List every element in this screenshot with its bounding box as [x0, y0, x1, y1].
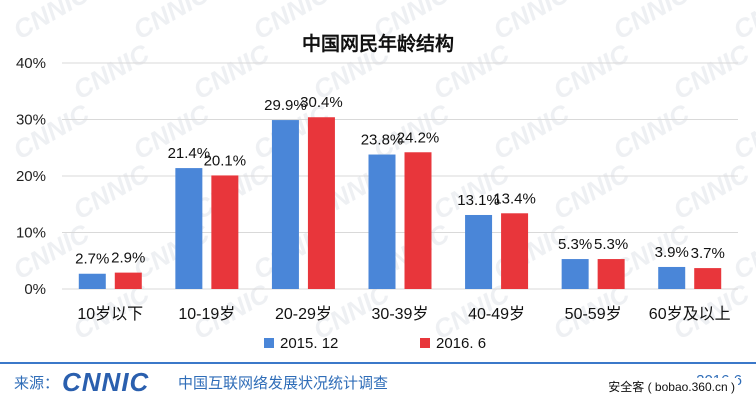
- watermark-text: CNNIC: [728, 217, 756, 285]
- watermark-text: CNNIC: [548, 37, 635, 105]
- data-label: 23.8%: [361, 132, 404, 149]
- data-label: 24.2%: [397, 129, 440, 146]
- bar-series1: [561, 259, 589, 289]
- legend-swatch: [264, 338, 274, 348]
- bar-series2: [597, 259, 625, 289]
- bar-series2: [211, 175, 239, 289]
- watermark-text: CNNIC: [548, 157, 635, 225]
- bar-series2: [307, 117, 335, 290]
- watermark-text: CNNIC: [128, 0, 215, 45]
- source-text: 中国互联网络发展状况统计调查: [178, 375, 389, 392]
- watermark-text: CNNIC: [188, 37, 275, 105]
- x-tick-label: 60岁及以上: [649, 305, 731, 323]
- source-footer: 来源： CNNIC 中国互联网络发展状况统计调查 2016.6 安全客 ( bo…: [0, 362, 756, 406]
- x-tick-label: 40-49岁: [468, 305, 525, 323]
- watermark-text: CNNIC: [608, 0, 695, 45]
- data-label: 2.9%: [111, 250, 145, 267]
- data-label: 3.9%: [655, 244, 689, 261]
- data-label: 5.3%: [558, 236, 592, 253]
- watermark-text: CNNIC: [728, 97, 756, 165]
- watermark-text: CNNIC: [668, 37, 755, 105]
- data-label: 30.4%: [300, 94, 343, 111]
- y-tick-label: 10%: [16, 225, 46, 242]
- data-label: 29.9%: [264, 97, 307, 114]
- bar-series1: [175, 168, 203, 289]
- data-label: 3.7%: [691, 245, 725, 262]
- watermark-text: CNNIC: [728, 0, 756, 45]
- bar-series1: [465, 214, 493, 289]
- data-label: 2.7%: [75, 251, 109, 268]
- legend-label: 2015. 12: [280, 335, 338, 352]
- watermark-text: CNNIC: [68, 157, 155, 225]
- x-tick-label: 30-39岁: [372, 305, 429, 323]
- footer-divider: [0, 362, 756, 364]
- data-label: 13.4%: [493, 190, 536, 207]
- watermark-text: CNNIC: [668, 157, 755, 225]
- watermark-text: CNNIC: [488, 0, 575, 45]
- bar-series2: [501, 213, 529, 289]
- bar-series1: [271, 120, 299, 289]
- watermark-text: CNNIC: [608, 97, 695, 165]
- x-tick-label: 20-29岁: [275, 305, 332, 323]
- watermark-text: CNNIC: [488, 97, 575, 165]
- y-tick-label: 40%: [16, 55, 46, 72]
- bar-series1: [78, 273, 106, 289]
- watermark-text: CNNIC: [8, 0, 95, 45]
- data-label: 13.1%: [457, 192, 500, 209]
- data-label: 5.3%: [594, 236, 628, 253]
- legend-swatch: [420, 338, 430, 348]
- cnnic-logo: CNNIC: [62, 367, 150, 397]
- legend-label: 2016. 6: [436, 335, 486, 352]
- bar-series2: [404, 152, 432, 289]
- data-label: 21.4%: [168, 145, 211, 162]
- y-tick-label: 0%: [24, 281, 46, 298]
- credit-text: 安全客 ( bobao.360.cn ): [605, 378, 738, 395]
- y-tick-label: 30%: [16, 112, 46, 129]
- watermark-text: CNNIC: [8, 97, 95, 165]
- source-label: 来源：: [14, 375, 60, 392]
- y-tick-label: 20%: [16, 168, 46, 185]
- bar-series1: [658, 266, 686, 289]
- watermark-text: CNNIC: [68, 37, 155, 105]
- bar-series1: [368, 154, 396, 289]
- bar-series2: [114, 272, 142, 289]
- bar-series2: [694, 268, 722, 289]
- x-tick-label: 50-59岁: [565, 305, 622, 323]
- chart-title: 中国网民年龄结构: [302, 32, 454, 55]
- data-label: 20.1%: [204, 152, 247, 169]
- bar-chart: CNNIC CNNIC CNNIC CNNIC CNNIC CNNIC CNNICCNNIC…: [8, 0, 756, 352]
- x-tick-label: 10岁以下: [77, 305, 143, 323]
- x-tick-label: 10-19岁: [178, 305, 235, 323]
